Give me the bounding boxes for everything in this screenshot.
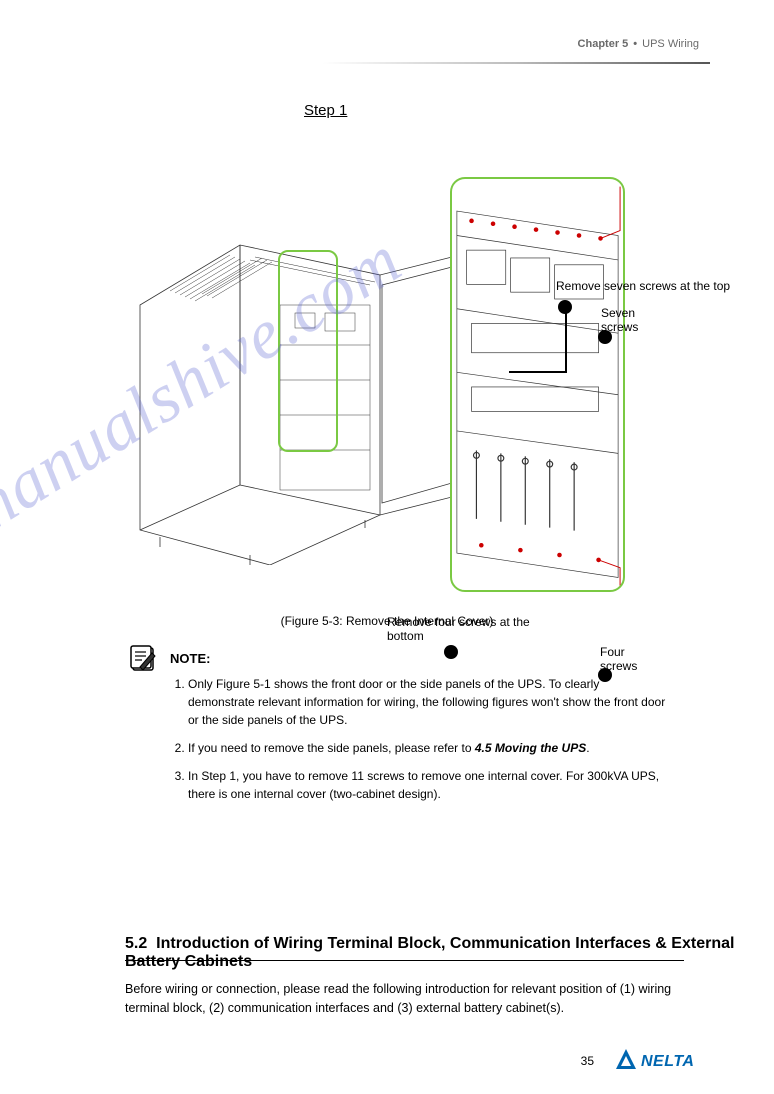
section-5-2-number: 5.2 xyxy=(125,935,147,952)
page-number: 35 xyxy=(581,1054,594,1068)
chapter-title: UPS Wiring xyxy=(642,38,699,50)
note-label: NOTE: xyxy=(170,651,210,666)
callout-4-text: Four screws xyxy=(600,645,662,673)
callout-1-leader-h xyxy=(509,371,567,373)
note-icon xyxy=(130,645,158,673)
note-item-1: Only Figure 5-1 shows the front door or … xyxy=(188,675,668,729)
section-5-2-rule xyxy=(125,960,684,961)
note-item-3: In Step 1, you have to remove 11 screws … xyxy=(188,767,668,803)
section-5-2-title: Introduction of Wiring Terminal Block, C… xyxy=(125,935,734,970)
section-5-2-body: Before wiring or connection, please read… xyxy=(125,980,684,1019)
chapter-header: Chapter 5•UPS Wiring xyxy=(578,38,699,50)
step1-title: Step 1 xyxy=(304,102,347,119)
page: Chapter 5•UPS Wiring Step 1 xyxy=(0,0,774,1094)
note-list: Only Figure 5-1 shows the front door or … xyxy=(170,675,668,813)
callout-3-bullet xyxy=(444,645,458,659)
zoom-source-rect xyxy=(278,250,338,452)
zoom-detail-frame xyxy=(450,177,625,592)
delta-logo: NELTA xyxy=(614,1047,719,1076)
figure-caption: (Figure 5-3: Remove the Internal Cover) xyxy=(0,614,774,628)
header-rule xyxy=(64,62,710,64)
note-item-2: If you need to remove the side panels, p… xyxy=(188,739,668,757)
callout-2-text: Seven screws xyxy=(601,306,655,334)
section-5-2-heading: 5.2 Introduction of Wiring Terminal Bloc… xyxy=(125,935,774,971)
callout-1-leader xyxy=(565,311,567,371)
chapter-label: Chapter 5 xyxy=(578,38,629,50)
figure-5-3: Remove seven screws at the top Seven scr… xyxy=(120,135,660,605)
svg-text:NELTA: NELTA xyxy=(641,1053,694,1070)
callout-1-text: Remove seven screws at the top xyxy=(556,279,736,293)
